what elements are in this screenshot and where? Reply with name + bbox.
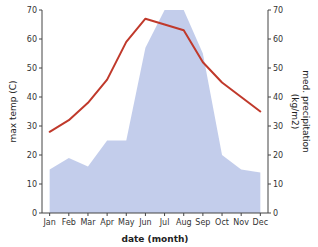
- y2-tick: [268, 10, 271, 11]
- y2-tick-label: 0: [273, 209, 278, 218]
- y2-axis-line: [268, 10, 269, 213]
- x-tick: [68, 213, 69, 216]
- y-tick-label: 10: [27, 180, 37, 189]
- x-tick: [107, 213, 108, 216]
- x-tick: [202, 213, 203, 216]
- y-tick: [39, 126, 42, 127]
- y-tick: [39, 155, 42, 156]
- y2-tick-label: 10: [273, 180, 283, 189]
- x-tick-label: Dec: [253, 218, 268, 227]
- x-tick: [87, 213, 88, 216]
- y-tick: [39, 184, 42, 185]
- x-tick-label: Apr: [100, 218, 115, 227]
- x-tick: [183, 213, 184, 216]
- y-tick: [39, 68, 42, 69]
- y-tick: [39, 10, 42, 11]
- y2-tick: [268, 97, 271, 98]
- y-tick-label: 20: [27, 151, 37, 160]
- y-tick-label: 30: [27, 122, 37, 131]
- y2-tick-label: 50: [273, 64, 283, 73]
- y2-tick-label: 60: [273, 35, 283, 44]
- plot-area: [50, 10, 261, 213]
- y-tick-label: 70: [27, 6, 37, 15]
- y-tick: [39, 213, 42, 214]
- y-axis-line: [42, 10, 43, 213]
- y-tick-label: 50: [27, 64, 37, 73]
- y2-axis-label-line: (kg/m2): [290, 94, 300, 129]
- y-tick: [39, 97, 42, 98]
- y-tick-label: 60: [27, 35, 37, 44]
- x-tick: [164, 213, 165, 216]
- precip-area: [50, 10, 261, 213]
- x-tick: [241, 213, 242, 216]
- x-tick: [260, 213, 261, 216]
- y2-tick: [268, 39, 271, 40]
- x-axis-label: date (month): [122, 234, 189, 244]
- x-tick-label: Nov: [233, 218, 249, 227]
- y2-tick: [268, 155, 271, 156]
- y-tick-label: 40: [27, 93, 37, 102]
- y2-tick-label: 20: [273, 151, 283, 160]
- y2-tick: [268, 126, 271, 127]
- x-tick-label: Jun: [138, 218, 152, 227]
- temp-line: [50, 19, 261, 132]
- y2-tick-label: 30: [273, 122, 283, 131]
- x-tick: [222, 213, 223, 216]
- y2-tick-label: 40: [273, 93, 283, 102]
- x-tick-label: Mar: [80, 218, 96, 227]
- x-tick: [49, 213, 50, 216]
- x-tick-label: Jan: [42, 218, 55, 227]
- y-axis-label: max temp (C): [8, 80, 18, 142]
- x-tick-label: May: [118, 218, 135, 227]
- y2-tick: [268, 184, 271, 185]
- y-tick: [39, 39, 42, 40]
- x-tick: [126, 213, 127, 216]
- y2-tick-label: 70: [273, 6, 283, 15]
- y2-tick: [268, 213, 271, 214]
- y-tick-label: 0: [32, 209, 37, 218]
- x-tick-label: Oct: [215, 218, 229, 227]
- x-tick: [145, 213, 146, 216]
- x-axis-line: [42, 213, 268, 214]
- y2-tick: [268, 68, 271, 69]
- y2-axis-label-line: med. precipitation: [301, 70, 311, 152]
- x-tick-label: Aug: [176, 218, 192, 227]
- x-tick-label: Feb: [62, 218, 76, 227]
- x-tick-label: Jul: [159, 218, 170, 227]
- x-tick-label: Sep: [195, 218, 210, 227]
- chart: Jan Feb Mar AprMayJun Jul AugSep Oct Nov Dec 0 10 2…: [0, 0, 318, 247]
